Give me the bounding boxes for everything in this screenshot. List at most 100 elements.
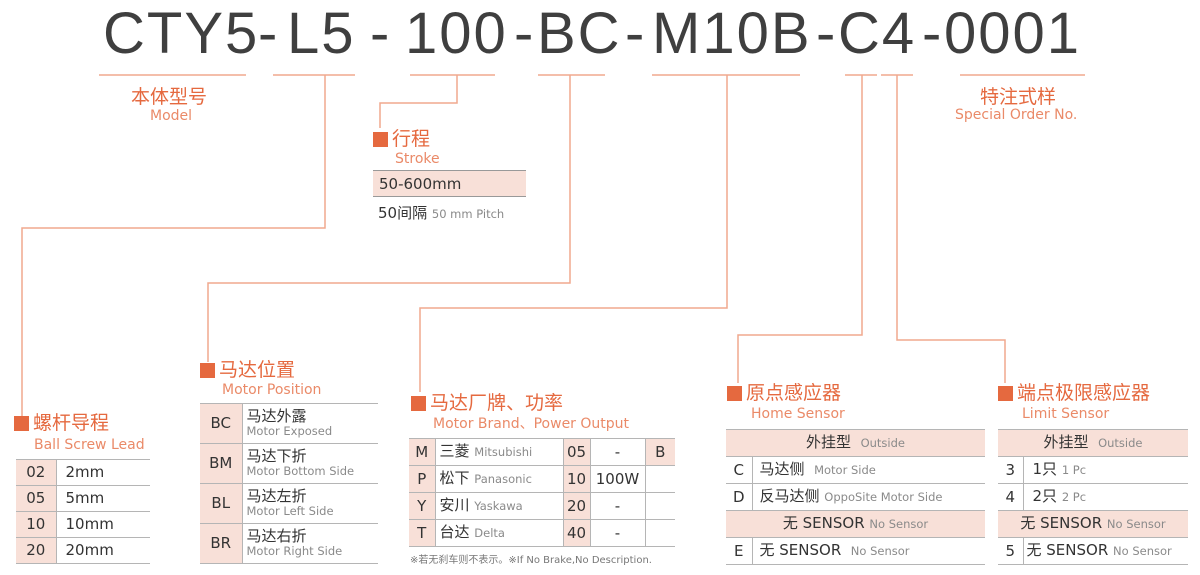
code-segment-sensors: C4 [838,1,917,66]
separator: - [370,1,392,66]
home-zh: 马达侧 [759,460,805,478]
limit-zh: 2只 [1032,487,1058,505]
limit-zh: 1只 [1032,460,1058,478]
table-row: 02 2mm [16,459,150,486]
brand-code: Y [409,492,435,520]
empty-cell [644,492,675,520]
table-row: 05 5mm [16,485,150,512]
table-row: BL 马达左折 Motor Left Side [200,483,378,524]
model-subtitle: Model [150,108,193,124]
lead-table: 02 2mm 05 5mm 10 10mm 20 20mm [16,459,150,564]
lead-subtitle: Ball Screw Lead [34,437,145,453]
lead-value: 20mm [55,537,150,564]
square-bullet-icon [373,131,388,147]
square-bullet-icon [727,385,742,401]
power-value: 100W [589,465,645,493]
empty-cell [644,519,675,547]
table-row: 20 20mm [16,537,150,564]
table-row: P 松下 Panasonic 10 100W [409,465,675,493]
nosensor-en: No Sensor [869,517,929,531]
stroke-subtitle: Stroke [395,151,440,167]
table-row: 外挂型 Outside [726,429,985,457]
limit-title-text: 端点极限感应器 [1017,382,1151,404]
brand-en: Delta [474,526,505,540]
position-code: BM [200,443,242,484]
table-row: 外挂型 Outside [998,429,1188,457]
limit-title: 端点极限感应器 [998,382,1150,404]
table-row: 无 SENSOR No Sensor [998,510,1188,538]
lead-title: 螺杆导程 [14,412,109,434]
nosensor-zh: 无 SENSOR [1020,514,1103,532]
brand-en: Mitsubishi [474,445,533,459]
brand-title-text: 马达厂牌、功率 [430,392,564,414]
brand-code: P [409,465,435,493]
lead-title-text: 螺杆导程 [33,412,110,434]
brand-table: M 三菱 Mitsubishi 05- B P 松下 Panasonic 10 100W Y… [409,438,675,547]
home-code: E [726,537,752,565]
stroke-range: 50-600mm [373,170,526,197]
brand-zh: 台达 [439,523,470,541]
power-value: - [589,519,645,547]
limit-code: 4 [998,483,1023,511]
brand-zh: 松下 [439,469,470,487]
model-title: 本体型号 [131,86,208,108]
brand-code: M [409,438,435,466]
home-title: 原点感应器 [727,382,841,404]
empty-cell [644,465,675,493]
square-bullet-icon [411,395,426,411]
table-row: 无 SENSOR No Sensor [726,510,985,538]
home-code: C [726,456,752,484]
brand-subtitle: Motor Brand、Power Output [433,416,630,432]
table-row: BR 马达右折 Motor Right Side [200,523,378,564]
separator: - [816,1,838,66]
position-en: Motor Bottom Side [246,463,355,478]
pitch-en: 50 mm Pitch [431,207,505,221]
home-zh: 反马达侧 [759,487,820,505]
home-title-text: 原点感应器 [746,382,842,404]
lead-code: 10 [16,511,56,538]
separator: - [922,1,944,66]
home-en: No Sensor [850,544,910,558]
square-bullet-icon [998,385,1013,401]
outside-zh: 外挂型 [1043,433,1089,451]
table-row: BC 马达外露 Motor Exposed [200,403,378,444]
lead-code: 20 [16,537,56,564]
position-zh: 马达右折 [246,526,307,545]
home-code: D [726,483,752,511]
home-table: 外挂型 Outside C 马达侧 Motor Side D 反马达侧 OppoSi… [726,429,985,565]
power-value: - [589,438,645,466]
table-row: T 台达 Delta 40- [409,519,675,547]
table-row: 10 10mm [16,511,150,538]
power-code: 40 [562,519,590,547]
special-subtitle: Special Order No. [955,107,1078,123]
nosensor-zh: 无 SENSOR [782,514,865,532]
table-row: D 反马达侧 OppoSite Motor Side [726,483,985,511]
brand-zh: 三菱 [439,442,470,460]
power-code: 10 [562,465,590,493]
special-title: 特注式样 [980,86,1057,108]
position-zh: 马达外露 [246,406,307,425]
brand-code: T [409,519,435,547]
lead-code: 02 [16,459,56,486]
position-table: BC 马达外露 Motor Exposed BM 马达下折 Motor Bottom S… [200,403,378,564]
separator: - [514,1,536,66]
limit-table: 外挂型 Outside 3 1只 1 Pc 4 2只 2 Pc 无 SENSOR N… [998,429,1188,565]
brand-en: Panasonic [474,472,532,486]
lead-code: 05 [16,485,56,512]
limit-code: 3 [998,456,1023,484]
limit-zh: 无 SENSOR [1026,541,1109,559]
square-bullet-icon [14,415,29,431]
code-segment-position: BC [537,1,622,66]
position-code: BR [200,523,242,564]
limit-code: 5 [998,537,1023,565]
home-en: Motor Side [814,463,876,477]
code-segment-model: CTY5 [103,1,260,66]
position-code: BL [200,483,242,524]
position-zh: 马达左折 [246,486,307,505]
position-en: Motor Left Side [246,503,334,518]
code-segment-lead: L5 [287,1,356,66]
limit-subtitle: Limit Sensor [1022,406,1110,422]
power-value: - [589,492,645,520]
table-row: C 马达侧 Motor Side [726,456,985,484]
